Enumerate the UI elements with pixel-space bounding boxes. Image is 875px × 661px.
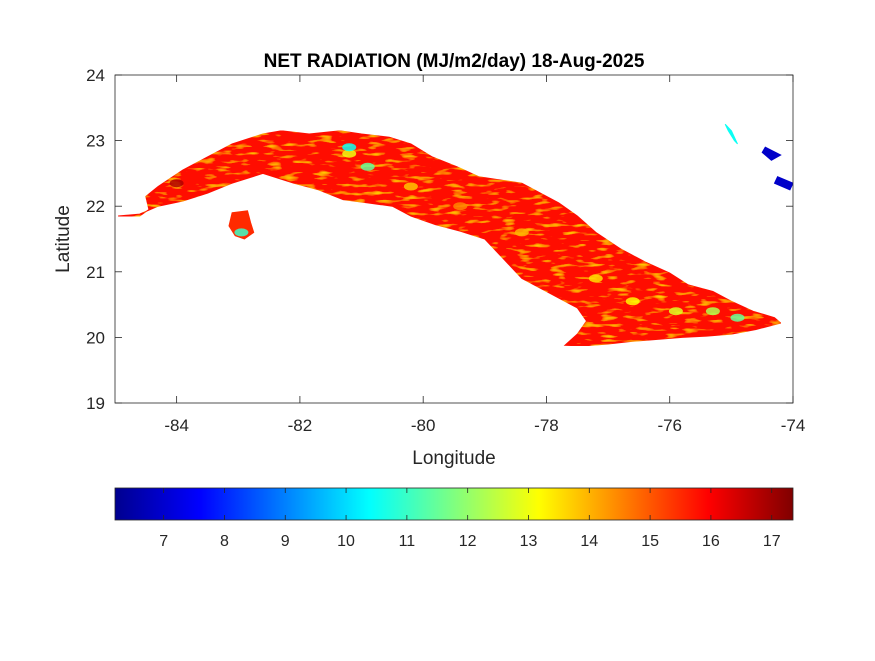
plot-area bbox=[115, 75, 793, 403]
x-tick-label: -74 bbox=[781, 416, 806, 435]
y-tick-label: 23 bbox=[86, 132, 105, 151]
hotspot-7 bbox=[625, 297, 640, 306]
hotspot-2 bbox=[342, 143, 357, 152]
plot-frame bbox=[114, 74, 794, 404]
colorbar-tick-label: 13 bbox=[520, 533, 538, 550]
region-bahamas-islet-north bbox=[724, 123, 738, 145]
y-tick-label: 19 bbox=[86, 394, 105, 413]
x-tick-label: -76 bbox=[657, 416, 682, 435]
colorbar-tick-label: 8 bbox=[220, 533, 229, 550]
x-axis-ticks: -84 -82 -80 -78 -76 -74 bbox=[164, 75, 805, 435]
colorbar-tick-label: 15 bbox=[641, 533, 659, 550]
hotspot-10 bbox=[730, 313, 745, 322]
hotspot-9 bbox=[705, 307, 720, 316]
y-axis-label: Latitude bbox=[53, 205, 74, 273]
hotspot-0 bbox=[342, 149, 357, 158]
colorbar-tick-label: 10 bbox=[337, 533, 355, 550]
y-tick-label: 22 bbox=[86, 197, 105, 216]
colorbar-tick-label: 16 bbox=[702, 533, 720, 550]
x-tick-label: -78 bbox=[534, 416, 559, 435]
hotspot-6 bbox=[588, 274, 603, 283]
hotspot-11 bbox=[234, 228, 249, 237]
hotspot-3 bbox=[403, 182, 418, 191]
hotspot-4 bbox=[453, 202, 468, 211]
x-tick-label: -80 bbox=[411, 416, 436, 435]
y-tick-label: 24 bbox=[86, 66, 105, 85]
hotspot-5 bbox=[514, 228, 529, 237]
colorbar-tick-label: 9 bbox=[281, 533, 290, 550]
colorbar-tick-label: 14 bbox=[580, 533, 598, 550]
colorbar-tick-label: 11 bbox=[399, 533, 416, 550]
map-hotspots bbox=[169, 143, 745, 322]
hotspot-1 bbox=[360, 162, 375, 171]
colorbar-tick-label: 12 bbox=[459, 533, 477, 550]
x-axis-label: Longitude bbox=[412, 448, 495, 469]
y-tick-label: 20 bbox=[86, 328, 105, 347]
colorbar-ticks: 7 8 9 10 11 12 13 14 15 16 17 bbox=[159, 488, 781, 550]
region-cuba-main-island bbox=[118, 130, 782, 347]
hotspot-8 bbox=[668, 307, 683, 316]
region-bahamas-islet-southeast bbox=[773, 176, 793, 191]
chart-title: NET RADIATION (MJ/m2/day) 18-Aug-2025 bbox=[264, 51, 645, 72]
y-axis-ticks: 19 20 21 22 23 24 bbox=[86, 66, 793, 413]
x-tick-label: -84 bbox=[164, 416, 189, 435]
colorbar-tick-label: 17 bbox=[763, 533, 781, 550]
hotspot-12 bbox=[169, 179, 184, 188]
region-bahamas-islet-east bbox=[761, 146, 782, 161]
colorbar bbox=[114, 487, 794, 521]
x-tick-label: -82 bbox=[288, 416, 313, 435]
colorbar-tick-label: 7 bbox=[159, 533, 168, 550]
y-tick-label: 21 bbox=[86, 263, 105, 282]
